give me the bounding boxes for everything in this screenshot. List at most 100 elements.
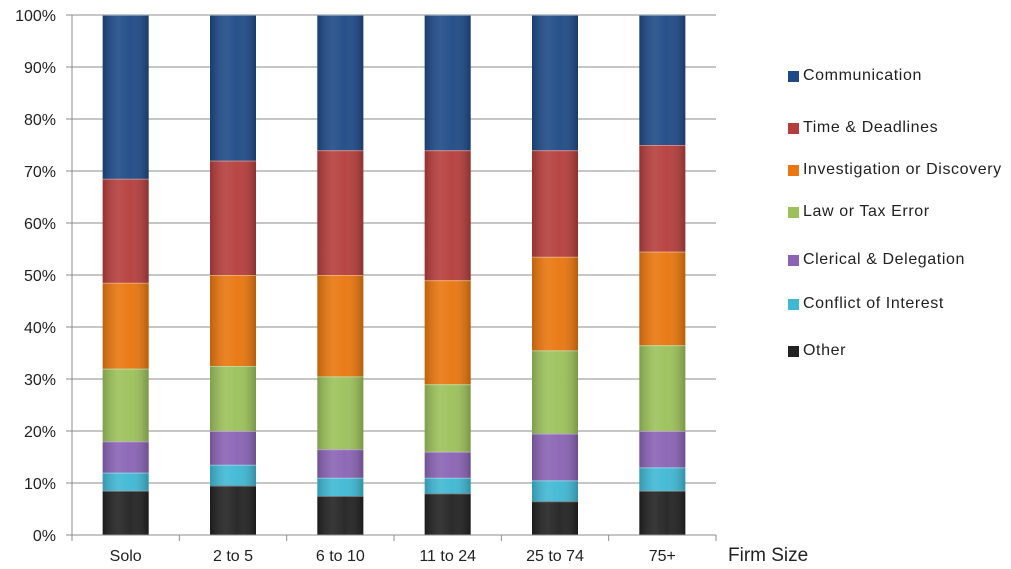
bar-segment [210,160,256,275]
bar-segment-shine [210,160,256,275]
bar-segment [102,368,149,442]
bar-segment-shine [639,345,686,431]
bars [102,15,686,535]
y-tick-label: 100% [15,8,56,25]
bar-segment [210,464,256,486]
bar-segment-shine [317,15,364,151]
bar-segment [532,350,578,434]
bar-segment-shine [639,467,686,491]
bar-segment-shine [532,15,578,151]
bar-segment [532,150,578,257]
bar-segment-shine [532,256,578,351]
x-tick-label: 25 to 74 [526,548,584,565]
legend-swatch [788,71,799,82]
bar-segment [102,15,149,179]
bar-segment [317,275,364,377]
bar-segment-shine [639,431,686,468]
y-tick-label: 0% [33,528,56,545]
bar-segment [317,150,364,275]
bar-segment-shine [210,431,256,465]
bar-segment [317,449,364,478]
x-axis: Solo 2 to 5 6 to 10 11 to 24 25 to 74 75+ [71,534,717,565]
legend-label: Conflict of Interest [803,295,944,312]
y-tick-label: 60% [24,216,56,233]
bar-segment-shine [317,449,364,478]
bar-segment-shine [210,366,256,431]
bar-segment-shine [102,282,149,369]
bar-segment-shine [424,451,471,478]
bar-segment [639,467,686,491]
y-tick-label: 70% [24,164,56,181]
bar-segment [532,256,578,351]
bar-segment-shine [210,275,256,366]
bar-segment [102,472,149,491]
bar-segment [210,275,256,366]
bar-segment [639,145,686,252]
gridlines [72,14,716,536]
bar-segment [317,477,364,496]
bar-segment [210,431,256,465]
bar-segment-shine [424,477,471,494]
bar-segment [424,280,471,385]
x-axis-label: Firm Size [728,545,808,566]
legend-swatch [788,207,799,218]
bar-segment [102,178,149,283]
bar-segment [317,15,364,151]
bar-segment-shine [210,485,256,535]
bar-segment-shine [639,145,686,252]
bar-segment [639,345,686,431]
bar-segment-shine [424,15,471,151]
legend-label: Clerical & Delegation [803,251,966,268]
x-tick-label: 75+ [649,548,676,565]
bar-segment [639,431,686,468]
x-tick-label: 2 to 5 [213,548,253,565]
legend-swatch [788,165,799,176]
bar-segment [532,501,578,535]
bar-segment-shine [317,150,364,275]
bar-segment-shine [317,376,364,450]
bar-segment-shine [639,15,686,145]
bar-segment-shine [102,472,149,491]
bar-segment [317,376,364,450]
bar-segment [639,15,686,145]
bar-segment-shine [102,368,149,442]
bar-segment-shine [102,178,149,283]
bar-segment-shine [639,251,686,346]
bar-segment-shine [424,493,471,535]
bar-segment-shine [102,441,149,473]
bar-segment [424,384,471,452]
bar-segment-shine [532,350,578,434]
bar-segment-shine [102,490,149,535]
bar-segment [102,282,149,369]
y-tick-label: 90% [24,60,56,77]
legend-swatch [788,299,799,310]
bar-segment [639,490,686,535]
bar-segment [532,480,578,502]
bar-segment-shine [102,15,149,179]
bar-segment-shine [532,433,578,481]
legend-label: Investigation or Discovery [803,161,1002,178]
bar-segment-shine [424,150,471,281]
bar-segment-shine [317,275,364,377]
legend-label: Law or Tax Error [803,203,930,220]
bar-segment-shine [532,480,578,502]
bar-segment [424,477,471,494]
bar-segment-shine [532,150,578,257]
bar-segment-shine [210,15,256,161]
bar-segment [102,441,149,473]
bar-segment [317,496,364,535]
bar-segment [424,150,471,281]
bar-segment [210,15,256,161]
bar-segment-shine [317,477,364,496]
bar-segment-shine [210,464,256,486]
bar-segment-shine [532,501,578,535]
bar-segment [424,493,471,535]
bar-segment [210,485,256,535]
legend-label: Communication [803,67,922,84]
bar-segment-shine [424,280,471,385]
legend-swatch [788,123,799,134]
legend-swatch [788,346,799,357]
y-tick-label: 20% [24,424,56,441]
y-tick-label: 10% [24,476,56,493]
